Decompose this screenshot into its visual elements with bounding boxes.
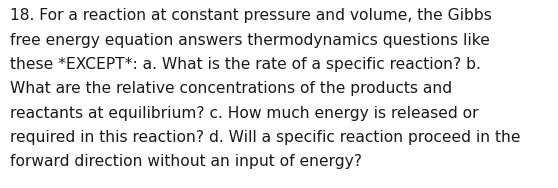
Text: reactants at equilibrium? c. How much energy is released or: reactants at equilibrium? c. How much en… [10, 106, 479, 121]
Text: required in this reaction? d. Will a specific reaction proceed in the: required in this reaction? d. Will a spe… [10, 130, 521, 145]
Text: 18. For a reaction at constant pressure and volume, the Gibbs: 18. For a reaction at constant pressure … [10, 8, 492, 24]
Text: What are the relative concentrations of the products and: What are the relative concentrations of … [10, 81, 452, 96]
Text: free energy equation answers thermodynamics questions like: free energy equation answers thermodynam… [10, 33, 490, 48]
Text: these *EXCEPT*: a. What is the rate of a specific reaction? b.: these *EXCEPT*: a. What is the rate of a… [10, 57, 481, 72]
Text: forward direction without an input of energy?: forward direction without an input of en… [10, 154, 362, 169]
